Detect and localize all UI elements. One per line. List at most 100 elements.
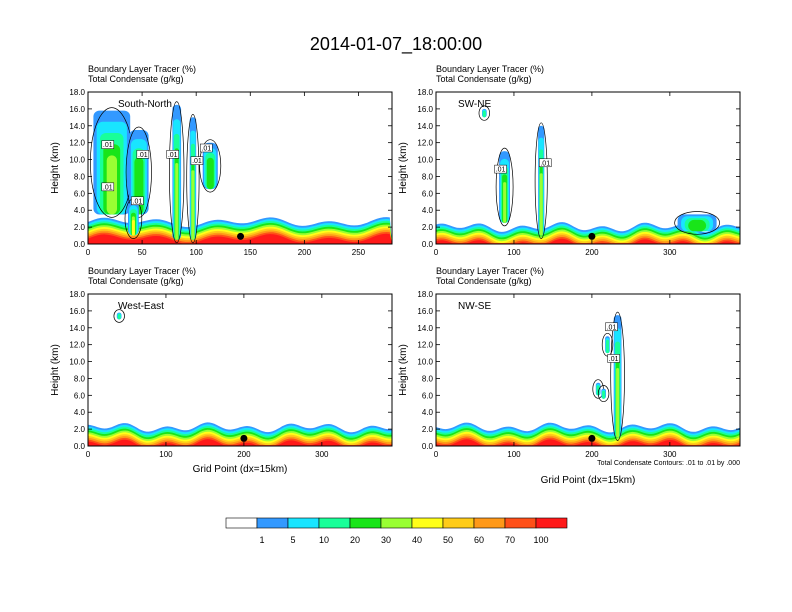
plot-frame [87,293,393,447]
condensate-contour-3 [597,385,610,403]
condensate-contour-3 [674,211,720,235]
section-label: South-North [118,99,172,110]
y-tick-label: 4.0 [422,408,434,417]
condensate-contour-4 [199,139,222,193]
y-tick-label: 2.0 [74,223,86,232]
x-tick-label: 200 [585,450,599,459]
tracer-band-10 [436,238,740,244]
panel-header-tracer: Boundary Layer Tracer (%) [88,64,196,74]
y-axis-label: Height (km) [398,344,409,396]
contour-label-box [190,156,204,165]
contour-label-box [607,354,620,363]
colorbar-label: 5 [290,535,295,545]
y-axis-label: Height (km) [50,344,61,396]
colorbar-swatch-7 [442,517,475,529]
panel-header-condensate: Total Condensate (g/kg) [436,276,532,286]
condensate-contour-1 [534,122,548,239]
y-tick-label: 16.0 [417,307,433,316]
x-tick-label: 300 [315,450,329,459]
y-tick-label: 8.0 [74,374,86,383]
x-tick-label: 0 [434,248,439,257]
contour-label: .01 [138,152,148,159]
y-tick-label: 16.0 [69,105,85,114]
y-tick-label: 10.0 [69,358,85,367]
contour-label-box [199,143,213,153]
panel-sw-ne: 0.0 2.0 4.0 6.0 8.0 10.0 12.0 14.0 16.0 18.0 0 100 2… [398,64,741,257]
y-tick-label: 10.0 [69,156,85,165]
panel-header-tracer: Boundary Layer Tracer (%) [436,64,544,74]
y-tick-label: 0.0 [74,442,86,451]
x-tick-label: 200 [585,248,599,257]
contour-label: .01 [607,324,617,331]
contour-label-box [494,164,507,174]
x-axis-label: Grid Point (dx=15km) [193,464,288,475]
condensate-contour-0 [610,311,625,441]
colorbar-label: 70 [505,535,515,545]
section-label: NW-SE [458,301,491,312]
colorbar-swatch-9 [504,517,537,529]
contour-label-box [166,150,179,159]
tracer-plume-1-5 [539,173,543,236]
tracer-band-10 [88,439,392,446]
y-tick-label: 16.0 [69,307,85,316]
tracer-plume-0-5 [503,182,507,223]
tracer-plume-3-3 [602,390,606,399]
y-tick-label: 18.0 [69,88,85,97]
tracer-plume-2-3 [596,385,600,396]
y-tick-label: 12.0 [417,139,433,148]
y-axis-label: Height (km) [50,142,61,194]
y-tick-label: 6.0 [422,391,434,400]
x-tick-label: 100 [507,450,521,459]
y-tick-label: 6.0 [74,189,86,198]
plot-area [88,309,392,446]
tracer-plume-3-4 [688,219,707,232]
plot-area [436,311,740,446]
colorbar: 1 5 10 20 30 40 50 60 70 100 [225,517,568,545]
y-tick-label: 6.0 [74,391,86,400]
condensate-contour-2 [478,105,490,121]
x-tick-label: 100 [159,450,173,459]
y-tick-label: 0.0 [422,240,434,249]
location-marker [588,434,596,442]
y-tick-label: 10.0 [417,358,433,367]
colorbar-swatch-4 [349,517,382,529]
x-tick-label: 150 [244,248,258,257]
contour-label: .01 [540,160,550,167]
colorbar-swatch-2 [287,517,320,529]
colorbar-label: 60 [474,535,484,545]
tracer-plume-4-4 [206,157,214,190]
plot-area [88,101,392,244]
plot-frame [87,91,393,245]
y-tick-label: 14.0 [417,324,433,333]
y-tick-label: 8.0 [422,172,434,181]
y-tick-label: 10.0 [417,156,433,165]
panel-header-condensate: Total Condensate (g/kg) [436,74,532,84]
panels: 0.0 2.0 4.0 6.0 8.0 10.0 12.0 14.0 16.0 18.0 0 50 10… [50,64,741,486]
contour-label-box [131,196,144,206]
y-tick-label: 0.0 [74,240,86,249]
plot-frame [435,293,741,447]
y-tick-label: 4.0 [422,206,434,215]
y-tick-label: 2.0 [422,425,434,434]
tracer-band-10 [436,439,740,446]
figure-title: 2014-01-07_18:00:00 [310,34,482,55]
x-tick-label: 200 [298,248,312,257]
y-tick-label: 4.0 [74,206,86,215]
panel-header-tracer: Boundary Layer Tracer (%) [88,266,196,276]
colorbar-label: 20 [350,535,360,545]
colorbar-label: 10 [319,535,329,545]
x-tick-label: 0 [86,450,91,459]
y-tick-label: 2.0 [422,223,434,232]
panel-header-condensate: Total Condensate (g/kg) [88,74,184,84]
y-tick-label: 0.0 [422,442,434,451]
x-tick-label: 300 [663,248,677,257]
colorbar-label: 1 [259,535,264,545]
colorbar-swatch-0 [225,517,258,529]
y-tick-label: 14.0 [69,122,85,131]
tracer-plume-2-5 [175,163,179,240]
y-axis-label: Height (km) [398,142,409,194]
y-tick-label: 12.0 [69,139,85,148]
condensate-contour-2 [169,101,185,244]
plot-frame [435,91,741,245]
